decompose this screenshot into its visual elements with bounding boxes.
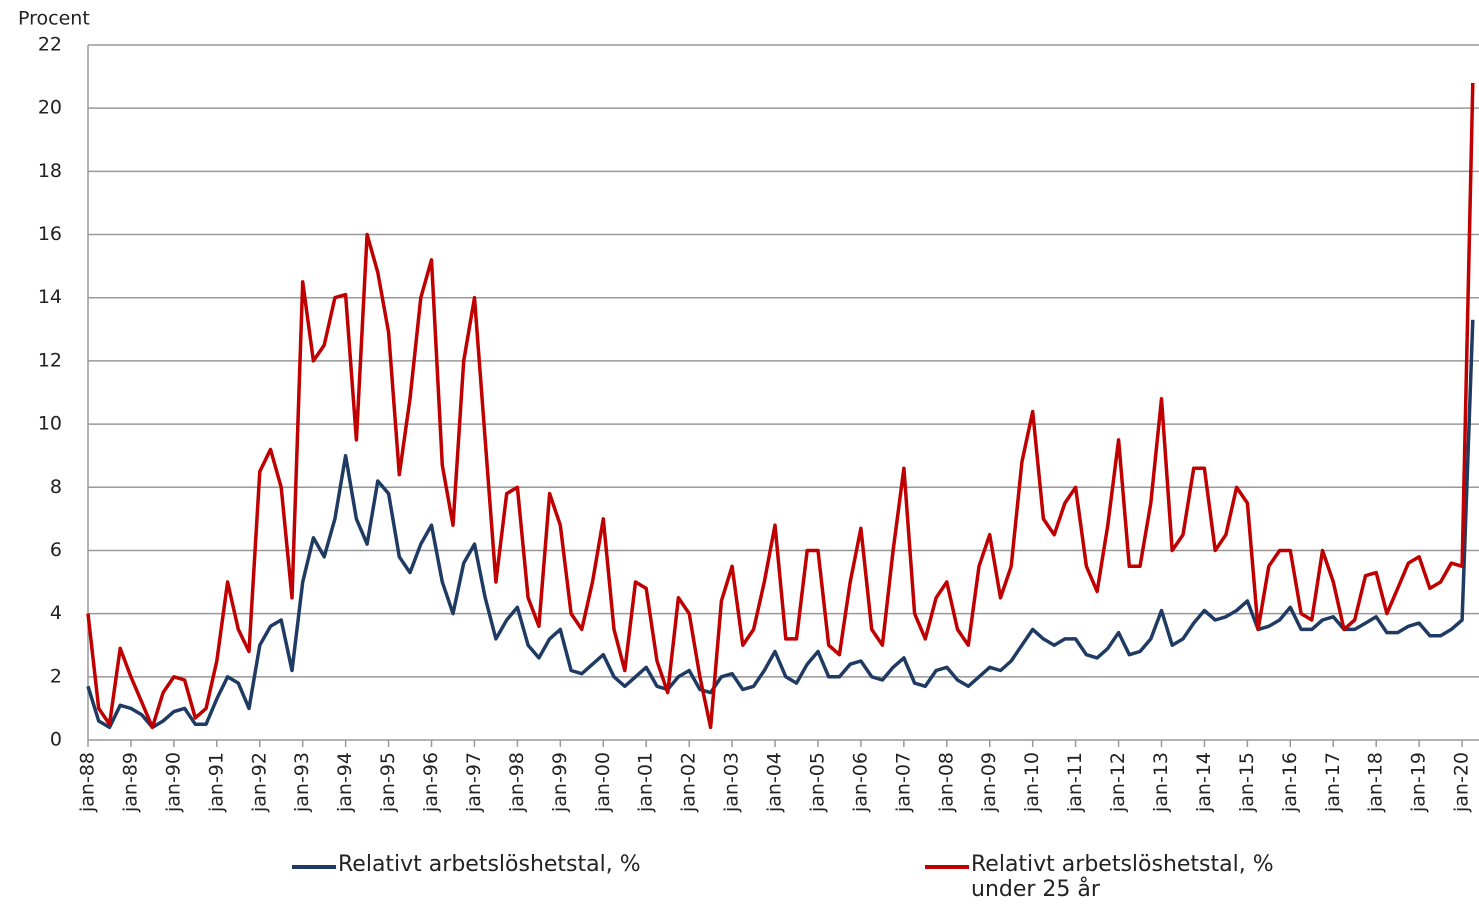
x-tick-label: jan-12	[1107, 752, 1129, 813]
x-tick-label: jan-98	[506, 752, 528, 813]
x-tick-label: jan-10	[1021, 752, 1043, 813]
legend-item: Relativt arbetslöshetstal, %	[292, 852, 712, 877]
x-tick-label: jan-02	[678, 752, 700, 813]
y-tick-label: 22	[38, 34, 62, 56]
legend-swatch	[925, 865, 969, 869]
series-line	[86, 82, 1475, 730]
x-tick-label: jan-19	[1408, 752, 1430, 813]
x-tick-label: jan-89	[119, 752, 141, 813]
y-tick-label: 14	[38, 286, 62, 308]
x-tick-label: jan-06	[849, 752, 871, 813]
legend-item: Relativt arbetslöshetstal, % under 25 år	[925, 852, 1325, 902]
y-tick-label: 4	[50, 602, 62, 624]
x-tick-label: jan-99	[549, 752, 571, 813]
y-tick-label: 16	[38, 223, 62, 245]
x-tick-label: jan-15	[1236, 752, 1258, 813]
x-tick-label: jan-91	[205, 752, 227, 813]
x-tick-label: jan-97	[463, 752, 485, 813]
x-tick-label: jan-94	[334, 752, 356, 813]
y-tick-label: 18	[38, 160, 62, 182]
series-line	[86, 319, 1475, 730]
x-tick-label: jan-17	[1322, 752, 1344, 813]
x-tick-label: jan-09	[978, 752, 1000, 813]
y-tick-label: 12	[38, 349, 62, 371]
x-tick-label: jan-14	[1193, 752, 1215, 813]
y-tick-label: 2	[50, 665, 62, 687]
x-tick-label: jan-16	[1279, 752, 1301, 813]
x-tick-label: jan-03	[721, 752, 743, 813]
x-tick-label: jan-92	[248, 752, 270, 813]
y-tick-label: 20	[38, 97, 62, 119]
chart: Procent 0 2 4 6 8 10 12 14 16 18 20 22 jan-88 jan-89 j…	[18, 8, 1479, 813]
x-tick-label: jan-00	[592, 752, 614, 813]
x-tick-label: jan-07	[892, 752, 914, 813]
legend-label: Relativt arbetslöshetstal, %	[338, 852, 641, 877]
x-tick-label: jan-08	[935, 752, 957, 813]
legend-label: Relativt arbetslöshetstal, % under 25 år	[971, 852, 1274, 902]
y-tick-label: 6	[50, 539, 62, 561]
y-axis-label: Procent	[18, 8, 90, 30]
legend-swatch	[292, 865, 336, 869]
x-tick-label: jan-01	[635, 752, 657, 813]
y-tick-label: 10	[38, 413, 62, 435]
x-tick-label: jan-18	[1365, 752, 1387, 813]
x-tick-label: jan-95	[377, 752, 399, 813]
x-tick-label: jan-20	[1451, 752, 1473, 813]
x-tick-label: jan-04	[764, 752, 786, 813]
x-tick-label: jan-90	[162, 752, 184, 813]
x-tick-label: jan-96	[420, 752, 442, 813]
x-tick-label: jan-88	[77, 752, 99, 813]
y-tick-label: 0	[50, 729, 62, 751]
x-tick-label: jan-93	[291, 752, 313, 813]
y-tick-label: 8	[50, 476, 62, 498]
x-tick-label: jan-13	[1150, 752, 1172, 813]
x-tick-label: jan-11	[1064, 752, 1086, 813]
x-tick-label: jan-05	[806, 752, 828, 813]
